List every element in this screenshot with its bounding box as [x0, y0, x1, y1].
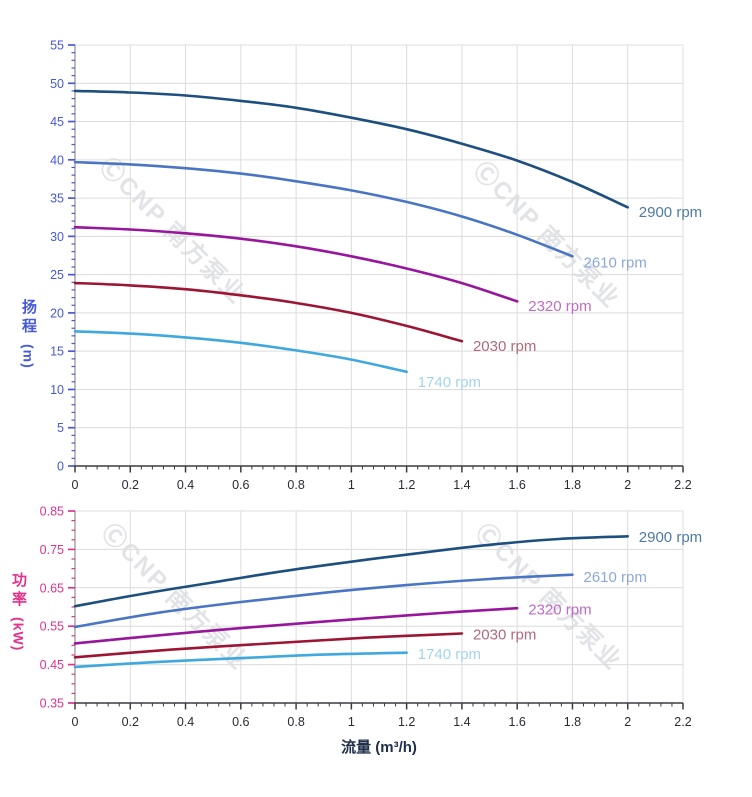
power-x-tick-label: 0.8 — [287, 715, 304, 729]
power-x-tick-label: 1.4 — [453, 715, 470, 729]
power-x-tick-label: 1.2 — [398, 715, 415, 729]
head-x-tick-label: 0.4 — [177, 478, 194, 492]
head-y-tick-label: 55 — [50, 39, 64, 53]
head-y-tick-label: 20 — [50, 306, 64, 320]
head-y-tick-label: 50 — [50, 77, 64, 91]
power-x-tick-label: 2 — [624, 715, 631, 729]
head-x-tick-label: 0.6 — [232, 478, 249, 492]
head-curve-label-2900-rpm: 2900 rpm — [639, 204, 702, 221]
power-curve-label-2610-rpm: 2610 rpm — [584, 569, 647, 586]
head-curve-label-1740-rpm: 1740 rpm — [418, 374, 481, 391]
power-curve-label-2900-rpm: 2900 rpm — [639, 529, 702, 546]
head-y-tick-label: 30 — [50, 230, 64, 244]
head-x-tick-label: 1.8 — [564, 478, 581, 492]
power-curve-label-1740-rpm: 1740 rpm — [418, 646, 481, 663]
power-y-axis-name: 功率 — [10, 572, 27, 610]
head-x-tick-label: 0 — [72, 478, 79, 492]
power-y-tick-label: 0.85 — [40, 505, 64, 519]
head-curve-label-2320-rpm: 2320 rpm — [528, 298, 591, 315]
head-x-tick-label: 1 — [348, 478, 355, 492]
head-x-tick-label: 1.4 — [453, 478, 470, 492]
power-y-axis-unit: (kW) — [10, 617, 27, 652]
head-y-tick-label: 35 — [50, 192, 64, 206]
head-chart: 0 5 10 15 20 25 30 35 40 45 50 55 0 0.2 0.4 0.6 0.8 1 1.2 1… — [50, 39, 702, 493]
power-y-tick-label: 0.45 — [40, 658, 64, 672]
head-y-tick-label: 10 — [50, 383, 64, 397]
power-x-tick-label: 0.4 — [177, 715, 194, 729]
power-curve-label-2030-rpm: 2030 rpm — [473, 627, 536, 644]
head-x-tick-label: 1.2 — [398, 478, 415, 492]
power-x-tick-label: 0.6 — [232, 715, 249, 729]
head-y-tick-label: 40 — [50, 153, 64, 167]
power-x-tick-label: 0.2 — [122, 715, 139, 729]
x-axis-title: 流量 (m³/h) — [341, 739, 417, 756]
head-y-tick-label: 15 — [50, 345, 64, 359]
head-curve-1740-rpm — [73, 329, 408, 374]
head-y-tick-label: 45 — [50, 115, 64, 129]
head-curve-2320-rpm — [73, 225, 519, 303]
head-y-tick-label: 5 — [57, 421, 64, 435]
head-y-axis-title: 扬程 (m) — [18, 299, 39, 369]
power-y-tick-label: 0.65 — [40, 581, 64, 595]
power-x-tick-label: 1 — [348, 715, 355, 729]
power-y-tick-label: 0.75 — [40, 543, 64, 557]
power-curve-2030-rpm — [73, 632, 464, 659]
power-x-tick-label: 1.6 — [508, 715, 525, 729]
power-curve-2610-rpm — [73, 573, 574, 629]
power-x-tick-label: 0 — [72, 715, 79, 729]
head-curve-2030-rpm — [73, 281, 464, 343]
head-x-tick-label: 2 — [624, 478, 631, 492]
head-y-tick-label: 25 — [50, 268, 64, 282]
power-x-tick-label: 2.2 — [674, 715, 691, 729]
power-curve-2900-rpm — [73, 535, 629, 608]
head-curve-label-2030-rpm: 2030 rpm — [473, 338, 536, 355]
head-x-tick-label: 2.2 — [674, 478, 691, 492]
head-y-axis-unit: (m) — [20, 344, 37, 369]
head-curve-2900-rpm — [73, 89, 629, 209]
power-y-tick-label: 0.55 — [40, 620, 64, 634]
head-y-axis-name: 扬程 — [20, 299, 37, 337]
power-x-tick-label: 1.8 — [564, 715, 581, 729]
power-curve-label-2320-rpm: 2320 rpm — [528, 601, 591, 618]
power-y-axis-title: 功率 (kW) — [8, 572, 29, 651]
power-y-tick-label: 0.35 — [40, 697, 64, 711]
power-chart: 0.35 0.45 0.55 0.65 0.75 0.85 0 0.2 0.4 0.6 0.8 1 1.… — [40, 505, 703, 730]
power-curve-2320-rpm — [73, 606, 519, 645]
head-y-tick-label: 0 — [57, 460, 64, 474]
head-x-tick-label: 1.6 — [508, 478, 525, 492]
head-curve-2610-rpm — [73, 160, 574, 258]
head-x-tick-label: 0.8 — [287, 478, 304, 492]
power-curve-1740-rpm — [73, 651, 408, 669]
head-curve-label-2610-rpm: 2610 rpm — [584, 254, 647, 271]
head-x-tick-label: 0.2 — [122, 478, 139, 492]
